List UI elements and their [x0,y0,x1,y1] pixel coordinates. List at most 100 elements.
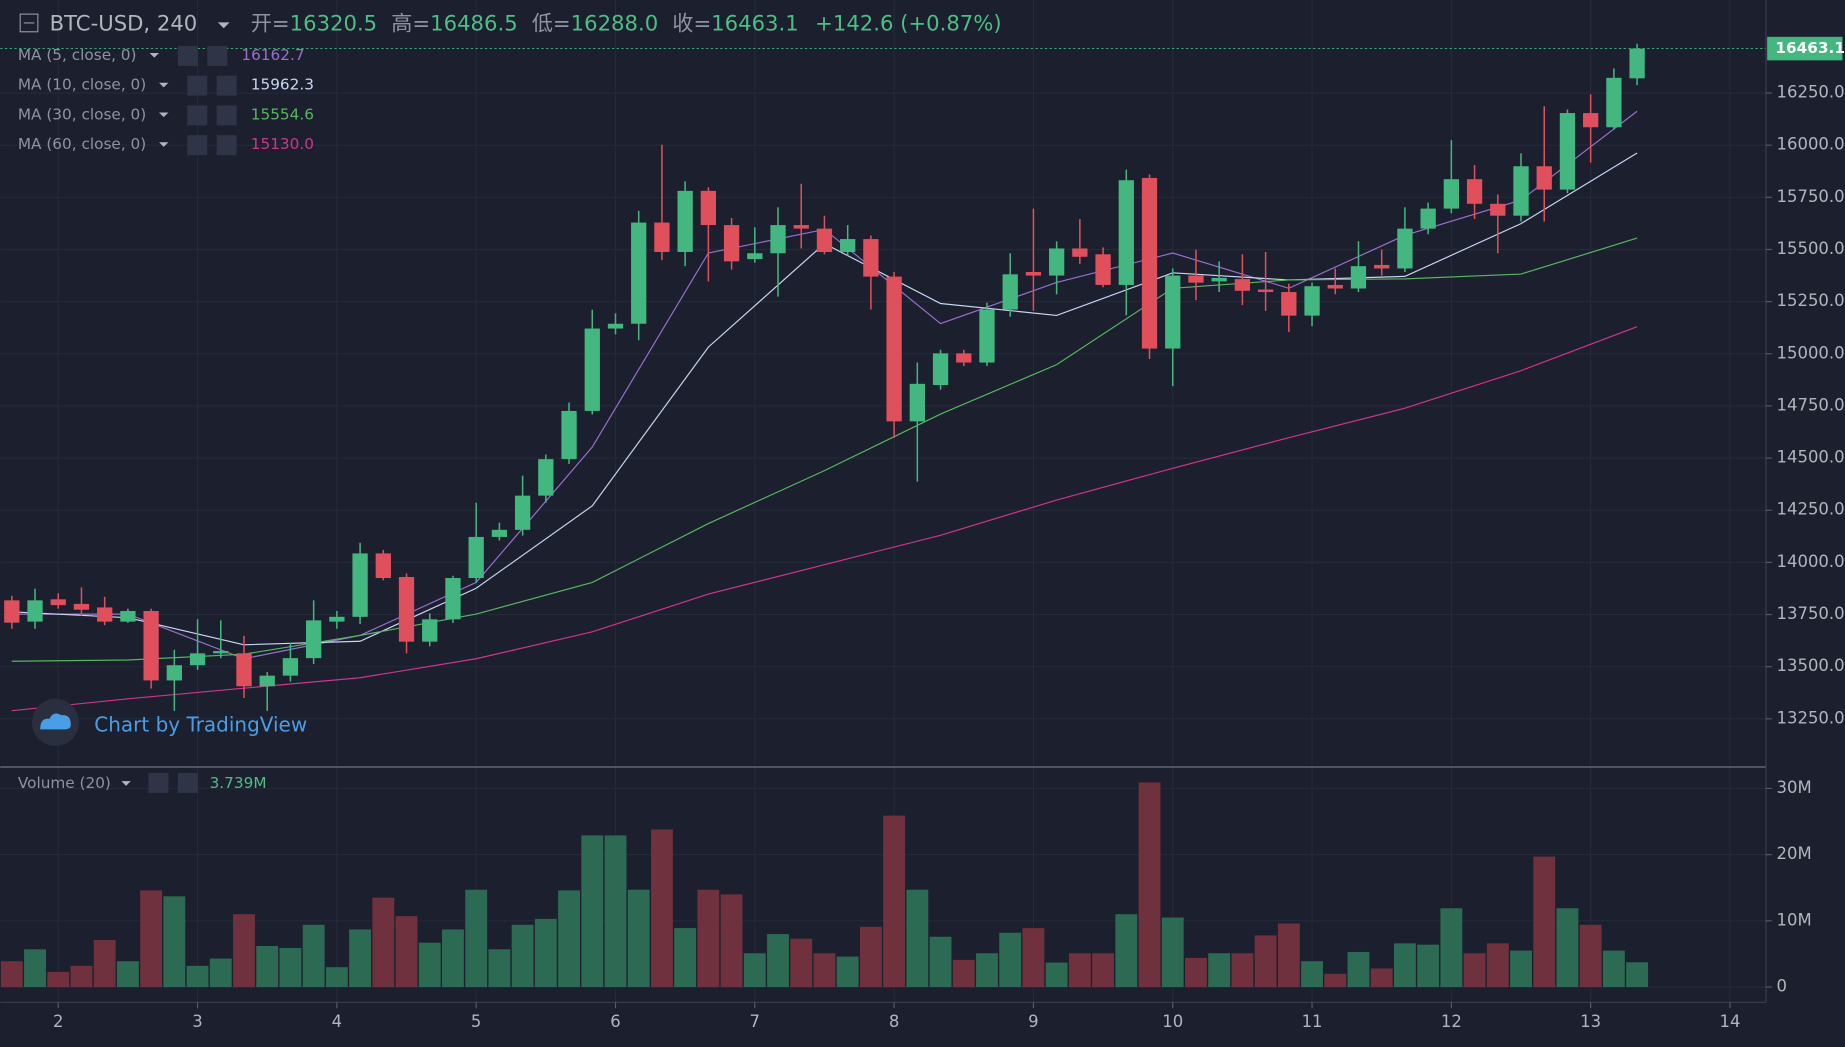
ma-legend-name[interactable]: MA (5, close, 0) [18,46,137,64]
ma-legend-name[interactable]: MA (30, close, 0) [18,105,146,123]
dropdown-arrow[interactable] [159,82,169,88]
y-tick-label: 14750.0 [1777,395,1845,414]
candle-body [1606,77,1622,128]
x-tick-label: 13 [1580,1012,1601,1031]
x-tick-label: 3 [192,1012,202,1031]
candle-body [1048,248,1065,276]
volume-bar [1486,943,1509,988]
candle-body [306,620,322,659]
settings-icon[interactable] [177,45,198,66]
ma-legend-value: 16162.7 [241,46,304,64]
dropdown-arrow[interactable] [217,22,230,29]
candle-body [886,276,902,422]
candle-body [213,651,229,654]
x-tick-label: 7 [750,1012,760,1031]
close-label: 收= [672,11,711,36]
candle-body [1118,180,1134,285]
volume-bar [604,835,627,988]
volume-bar [1185,957,1207,988]
candle-body [631,222,647,324]
close-icon[interactable] [177,772,198,793]
x-tick-label: 8 [889,1012,899,1031]
collapse-icon[interactable] [19,13,39,33]
volume-bar [813,953,836,988]
open-label: 开= [251,11,290,36]
volume-bar [697,889,720,988]
ma-legend-name[interactable]: MA (60, close, 0) [18,135,146,153]
settings-icon[interactable] [187,105,208,126]
ma-line [11,326,1638,712]
candle-body [1513,166,1529,216]
candle-body [538,459,554,496]
candle-body [584,328,600,411]
last-price-box [1767,36,1843,61]
candle-body [1583,113,1599,128]
open-value: 16320.5 [290,11,378,36]
volume-bar [418,942,441,988]
volume-bar [140,890,163,988]
volume-bar [209,958,232,988]
candles [0,43,1766,711]
candle-body [352,553,368,617]
candle-body [1559,113,1576,190]
low-value: 16288.0 [571,11,659,36]
volume-bar [488,949,511,988]
candle-body [1165,275,1181,349]
dropdown-arrow[interactable] [159,142,169,147]
volume-bar [279,947,302,988]
watermark-text[interactable]: Chart by TradingView [94,712,307,736]
high-value: 16486.5 [430,11,518,36]
ma-legend-value: 15554.6 [251,105,314,123]
volume-bar [1138,782,1161,988]
low-label: 低= [532,11,571,36]
candle-body [677,190,693,252]
candle-body [1304,286,1320,316]
dropdown-arrow[interactable] [149,52,160,58]
candle-body [1025,272,1042,276]
volume-bar [233,914,255,988]
ma-legend-name[interactable]: MA (10, close, 0) [18,76,146,94]
y-tick-label: 13500.0 [1777,656,1845,675]
settings-icon[interactable] [148,772,169,793]
close-icon[interactable] [216,75,237,96]
close-icon[interactable] [216,105,237,126]
volume-bar [1045,962,1068,988]
y-tick-label: 15000.0 [1777,343,1845,362]
volume-bar [511,924,534,988]
y-tick-label: 16000.0 [1777,135,1845,154]
volume-bar [767,934,789,988]
volume-bar [1208,953,1231,988]
volume-bar [558,890,580,988]
candle-body [607,323,624,329]
candle-body [1466,179,1483,204]
volume-bar [1417,944,1440,988]
volume-bar [1115,914,1138,988]
close-icon[interactable] [207,45,228,66]
candle-body [1536,166,1552,190]
volume-bar [1347,951,1370,988]
candle-body [1327,284,1343,289]
candle-body [514,495,531,530]
ma-line [11,237,1638,662]
volume-bar [24,949,46,988]
y-tick-label: 14000.0 [1777,552,1845,571]
volume-bar [952,959,975,988]
close-icon[interactable] [216,135,237,156]
volume-bar [465,889,488,988]
settings-icon[interactable] [187,75,208,96]
candle-body [840,239,856,252]
dropdown-arrow[interactable] [121,781,131,786]
candle-body [422,619,438,642]
volume-bar [1301,961,1323,988]
symbol-title[interactable]: BTC-USD, 240 [50,11,198,36]
volume-bar [70,965,93,988]
y-tick-label: 20M [1777,844,1812,863]
settings-icon[interactable] [187,135,208,156]
volume-bar [372,897,395,988]
volume-bar [743,953,766,988]
volume-bar [1533,856,1556,988]
dropdown-arrow[interactable] [159,112,169,118]
volume-bar [325,967,348,988]
